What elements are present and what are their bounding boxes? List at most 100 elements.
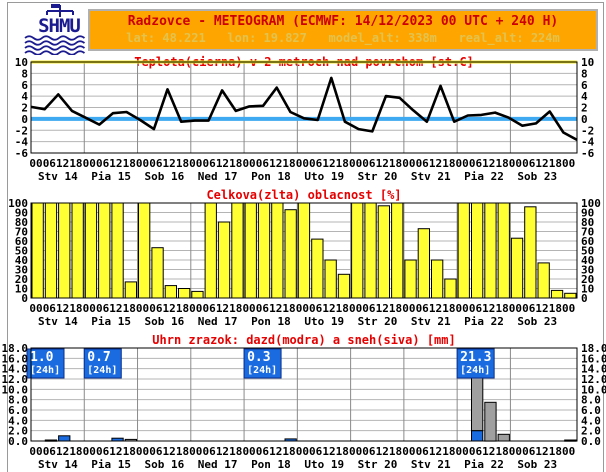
svg-text:Pon 18: Pon 18 (251, 170, 291, 183)
svg-text:00: 00 (509, 445, 522, 458)
svg-text:00: 00 (296, 445, 309, 458)
snow-bar (484, 401, 497, 442)
svg-text:12: 12 (216, 302, 229, 315)
precip-24h-label: 21.3[24h] (456, 348, 495, 379)
svg-text:00: 00 (296, 157, 309, 170)
svg-text:12: 12 (269, 157, 282, 170)
svg-text:Uto 19: Uto 19 (304, 315, 344, 328)
svg-text:00: 00 (189, 157, 202, 170)
plot-border (30, 61, 578, 154)
svg-text:06: 06 (416, 445, 430, 458)
svg-text:18: 18 (549, 445, 562, 458)
svg-text:4.0: 4.0 (8, 414, 28, 427)
svg-text:00: 00 (136, 157, 149, 170)
svg-text:06: 06 (469, 157, 483, 170)
svg-text:00: 00 (562, 302, 575, 315)
svg-text:[24h]: [24h] (460, 365, 490, 376)
svg-text:06: 06 (149, 302, 163, 315)
y-axis-labels: 10 108 86 64 42 20 0-2 -2-4 -4-6 -6 (15, 56, 595, 160)
svg-text:8: 8 (21, 67, 28, 80)
svg-text:06: 06 (43, 302, 57, 315)
svg-text:Stv 21: Stv 21 (411, 170, 451, 183)
svg-text:12: 12 (269, 445, 282, 458)
banner-subtitle: lat: 48.221 lon: 19.827 model_alt: 338m … (126, 31, 560, 45)
rain-bar (471, 430, 484, 442)
weather-vane-icon (46, 4, 74, 17)
svg-text:12: 12 (322, 157, 335, 170)
cloudiness-chart-title: Celkova(zlta) oblacnost [%] (206, 188, 402, 202)
svg-text:00: 00 (242, 157, 255, 170)
svg-text:12: 12 (535, 302, 548, 315)
svg-text:6: 6 (21, 79, 28, 92)
svg-text:00: 00 (83, 302, 96, 315)
svg-text:-2: -2 (15, 124, 28, 137)
svg-text:0: 0 (581, 113, 588, 126)
svg-text:12: 12 (109, 445, 122, 458)
svg-text:6: 6 (581, 79, 588, 92)
svg-text:06: 06 (362, 157, 376, 170)
svg-text:Pia 15: Pia 15 (91, 458, 131, 471)
svg-text:21.3: 21.3 (460, 350, 491, 365)
svg-text:12: 12 (269, 302, 282, 315)
cloud-bars (31, 202, 577, 299)
svg-text:12: 12 (429, 302, 442, 315)
svg-text:8.0: 8.0 (581, 394, 601, 407)
svg-text:70: 70 (15, 226, 28, 239)
svg-text:12: 12 (163, 302, 176, 315)
svg-text:06: 06 (149, 157, 163, 170)
svg-text:12: 12 (322, 445, 335, 458)
svg-text:30: 30 (15, 264, 28, 277)
svg-text:00: 00 (456, 445, 469, 458)
svg-text:2.0: 2.0 (8, 425, 28, 438)
svg-text:0: 0 (21, 292, 28, 305)
svg-text:Sob 16: Sob 16 (145, 458, 185, 471)
svg-text:12: 12 (429, 445, 442, 458)
svg-text:Pia 15: Pia 15 (91, 315, 131, 328)
svg-text:10.0: 10.0 (2, 383, 29, 396)
svg-text:12: 12 (376, 157, 389, 170)
svg-text:00: 00 (349, 445, 362, 458)
svg-text:14.0: 14.0 (2, 363, 29, 376)
svg-text:00: 00 (402, 302, 415, 315)
shmu-logo-graphic: SHMU (24, 4, 86, 56)
svg-text:06: 06 (256, 157, 270, 170)
header-banner: Radzovce - METEOGRAM (ECMWF: 14/12/2023 … (88, 9, 598, 51)
svg-text:00: 00 (29, 445, 42, 458)
svg-text:06: 06 (309, 445, 323, 458)
svg-text:[24h]: [24h] (30, 365, 60, 376)
svg-text:06: 06 (522, 157, 536, 170)
svg-text:06: 06 (469, 445, 483, 458)
svg-text:18: 18 (336, 302, 349, 315)
svg-text:Pon 18: Pon 18 (251, 315, 291, 328)
svg-text:18: 18 (282, 157, 295, 170)
svg-text:Str 20: Str 20 (358, 315, 398, 328)
svg-text:18: 18 (549, 302, 562, 315)
svg-text:00: 00 (29, 157, 42, 170)
svg-text:Sob 23: Sob 23 (517, 315, 557, 328)
svg-text:80: 80 (15, 216, 28, 229)
svg-text:18: 18 (495, 157, 508, 170)
svg-text:18: 18 (229, 445, 242, 458)
svg-text:60: 60 (581, 235, 594, 248)
svg-text:Sob 16: Sob 16 (145, 170, 185, 183)
svg-text:06: 06 (416, 157, 430, 170)
svg-text:50: 50 (581, 245, 594, 258)
grid (31, 62, 577, 153)
svg-text:4.0: 4.0 (581, 414, 601, 427)
svg-text:18: 18 (123, 302, 136, 315)
svg-text:18: 18 (69, 445, 82, 458)
svg-text:06: 06 (43, 157, 57, 170)
svg-text:12: 12 (56, 445, 69, 458)
svg-text:0: 0 (21, 113, 28, 126)
rain-bar (58, 435, 71, 442)
svg-text:14.0: 14.0 (581, 363, 606, 376)
svg-text:00: 00 (189, 302, 202, 315)
svg-text:12: 12 (376, 445, 389, 458)
svg-text:Stv 14: Stv 14 (38, 315, 78, 328)
svg-text:06: 06 (256, 445, 270, 458)
precipitation-chart-title: Uhrn zrazok: dazd(modra) a sneh(siva) [m… (152, 333, 456, 347)
svg-text:06: 06 (96, 445, 110, 458)
